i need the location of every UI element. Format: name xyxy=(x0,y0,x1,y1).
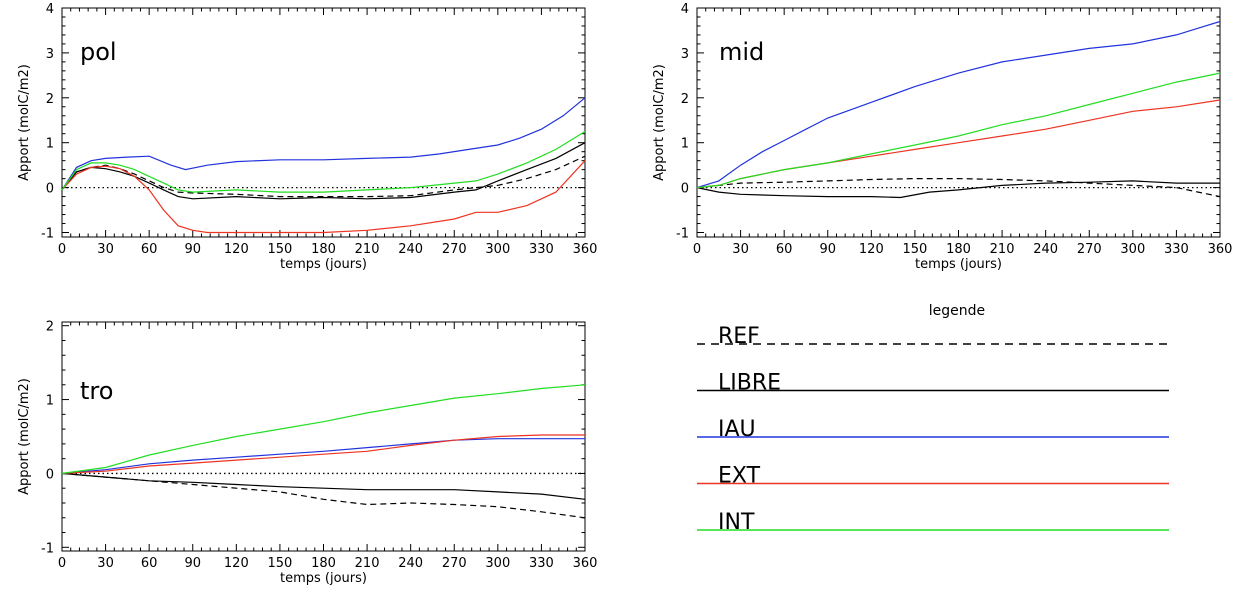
legend: legende REF LIBRE IAU EXT INT xyxy=(697,303,1169,535)
chart-panel-pol: 0 30 60 90 120 150 180 210 240 270 300 330 360 -1 0 1 2 3… xyxy=(17,2,597,272)
series-line-ext xyxy=(61,434,585,474)
x-axis-label: temps (jours) xyxy=(915,257,1002,272)
x-tick-label: 360 xyxy=(1208,242,1233,257)
legend-label-ext: EXT xyxy=(718,464,761,489)
y-tick-label: 2 xyxy=(681,92,689,107)
y-axis-label: Apport (molC/m2) xyxy=(17,378,32,495)
x-axis-label: temps (jours) xyxy=(280,571,367,586)
series-line-libre xyxy=(61,472,586,500)
y-tick-label: 2 xyxy=(46,92,54,107)
chart-panel-mid: 0 30 60 90 120 150 180 210 240 270 300 330 360 -1 0 1 2 3… xyxy=(652,2,1232,272)
plot-frame xyxy=(61,7,586,238)
series-line-iau xyxy=(61,438,585,474)
series-line-libre xyxy=(61,142,586,200)
x-tick-label: 180 xyxy=(311,556,336,571)
x-tick-label: 240 xyxy=(398,556,423,571)
x-tick-label: 0 xyxy=(693,242,701,257)
series-line-ext xyxy=(696,99,1221,189)
x-tick-label: 60 xyxy=(776,242,793,257)
x-axis-label: temps (jours) xyxy=(280,257,367,272)
series-line-ref xyxy=(61,155,586,198)
series-line-libre xyxy=(696,180,1220,199)
x-tick-label: 270 xyxy=(1077,242,1102,257)
panel-label: pol xyxy=(80,38,117,66)
panel-label: mid xyxy=(719,38,764,66)
x-tick-label: 60 xyxy=(141,242,158,257)
legend-title: legende xyxy=(929,303,985,319)
x-tick-label: 30 xyxy=(97,242,114,257)
series-line-int xyxy=(61,384,586,474)
legend-entries: REF LIBRE IAU EXT INT xyxy=(697,324,1169,535)
y-tick-label: 0 xyxy=(46,182,54,197)
x-tick-label: 360 xyxy=(573,556,598,571)
legend-label-libre: LIBRE xyxy=(718,371,781,396)
y-tick-label: 1 xyxy=(46,394,54,409)
x-tick-label: 240 xyxy=(1033,242,1058,257)
y-axis-label: Apport (molC/m2) xyxy=(17,64,32,181)
x-tick-label: 120 xyxy=(224,242,249,257)
y-tick-label: 0 xyxy=(46,467,54,482)
series-line-ref xyxy=(696,178,1221,198)
x-tick-label: 300 xyxy=(485,556,510,571)
x-tick-label: 300 xyxy=(1120,242,1145,257)
x-tick-label: 0 xyxy=(58,556,66,571)
series-line-int xyxy=(696,72,1221,189)
x-tick-label: 180 xyxy=(946,242,971,257)
x-tick-label: 240 xyxy=(398,242,423,257)
series-line-iau xyxy=(696,20,1221,189)
x-tick-label: 330 xyxy=(1164,242,1189,257)
chart-panel-tro: 0 30 60 90 120 150 180 210 240 270 300 330 360 -1 0 1 2 t… xyxy=(17,320,597,586)
x-tick-label: 360 xyxy=(573,242,598,257)
x-tick-label: 0 xyxy=(58,242,66,257)
x-tick-label: 30 xyxy=(97,556,114,571)
x-tick-label: 330 xyxy=(529,242,554,257)
x-tick-label: 60 xyxy=(141,556,158,571)
y-tick-label: 4 xyxy=(46,2,54,17)
legend-label-iau: IAU xyxy=(718,417,756,442)
y-tick-label: -1 xyxy=(41,227,54,242)
x-tick-label: 90 xyxy=(819,242,836,257)
series-line-iau xyxy=(61,97,586,191)
y-axis-label: Apport (molC/m2) xyxy=(652,64,667,181)
x-tick-label: 120 xyxy=(224,556,249,571)
y-tick-label: 3 xyxy=(46,47,54,62)
x-tick-label: 300 xyxy=(485,242,510,257)
panel-label: tro xyxy=(80,377,113,405)
y-tick-label: 1 xyxy=(46,137,54,152)
series-line-ext xyxy=(61,160,586,234)
x-tick-label: 210 xyxy=(355,556,380,571)
x-tick-label: 150 xyxy=(268,556,293,571)
x-tick-label: 90 xyxy=(184,242,201,257)
x-tick-label: 120 xyxy=(859,242,884,257)
x-tick-label: 270 xyxy=(442,242,467,257)
y-tick-label: 3 xyxy=(681,47,689,62)
x-tick-label: 270 xyxy=(442,556,467,571)
x-tick-label: 150 xyxy=(903,242,928,257)
y-tick-label: 2 xyxy=(46,320,54,335)
x-tick-label: 90 xyxy=(184,556,201,571)
y-tick-label: -1 xyxy=(676,227,689,242)
series-line-int xyxy=(61,130,586,193)
x-tick-label: 330 xyxy=(529,556,554,571)
legend-label-ref: REF xyxy=(718,324,760,349)
y-tick-label: 4 xyxy=(681,2,689,17)
y-tick-label: 1 xyxy=(681,137,689,152)
x-tick-label: 150 xyxy=(268,242,293,257)
y-tick-label: -1 xyxy=(41,541,54,556)
x-tick-label: 210 xyxy=(355,242,380,257)
y-tick-label: 0 xyxy=(681,182,689,197)
x-tick-label: 210 xyxy=(990,242,1015,257)
x-tick-label: 180 xyxy=(311,242,336,257)
series-line-ref xyxy=(61,472,586,519)
legend-label-int: INT xyxy=(718,510,755,535)
x-tick-label: 30 xyxy=(732,242,749,257)
